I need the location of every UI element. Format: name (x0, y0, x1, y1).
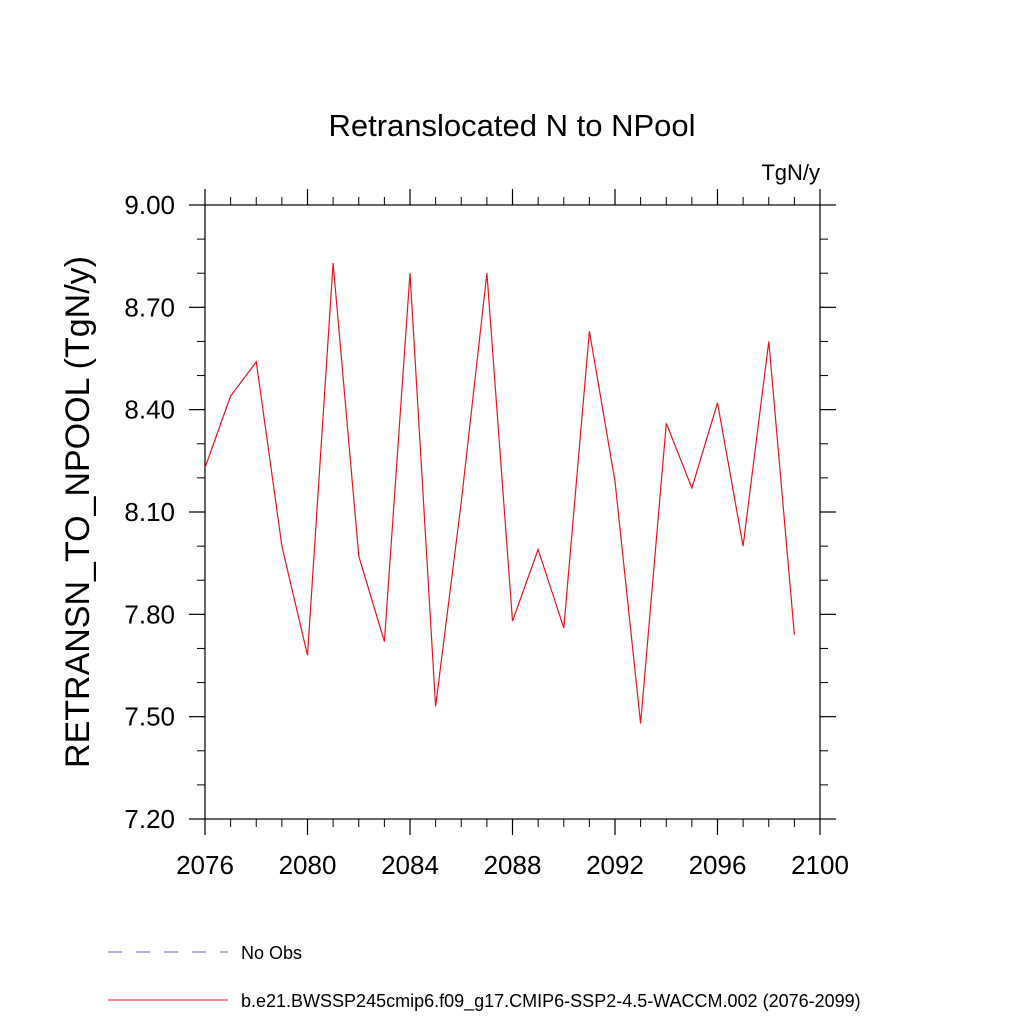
x-tick-label: 2092 (586, 850, 644, 880)
y-tick-label: 8.70 (124, 292, 175, 322)
y-tick-label: 8.40 (124, 395, 175, 425)
x-tick-label: 2096 (689, 850, 747, 880)
series-line (204, 262, 795, 724)
y-axis-label: RETRANSN_TO_NPOOL (TgN/y) (59, 256, 97, 768)
plot-border (204, 204, 821, 820)
x-axis: 2076 2080 2084 2088 2092 2096 2100 (176, 189, 849, 880)
legend-label: b.e21.BWSSP245cmip6.f09_g17.CMIP6-SSP2-4… (241, 991, 861, 1012)
y-tick-label: 7.20 (124, 804, 175, 834)
plot-area (204, 204, 821, 820)
y-tick-label: 7.80 (124, 599, 175, 629)
legend: No Obs b.e21.BWSSP245cmip6.f09_g17.CMIP6-… (108, 943, 861, 1012)
x-tick-label: 2076 (176, 850, 234, 880)
legend-label: No Obs (241, 943, 302, 963)
y-axis: 7.20 7.50 7.80 8.10 8.40 8.70 9.00 (124, 190, 836, 834)
x-tick-label: 2100 (791, 850, 849, 880)
y-tick-label: 8.10 (124, 497, 175, 527)
x-tick-label: 2080 (279, 850, 337, 880)
x-tick-label: 2088 (484, 850, 542, 880)
chart-title: Retranslocated N to NPool (328, 108, 695, 143)
series-layer (204, 262, 795, 724)
y-tick-label: 9.00 (124, 190, 175, 220)
x-tick-label: 2084 (381, 850, 439, 880)
y-tick-label: 7.50 (124, 702, 175, 732)
units-label: TgN/y (761, 160, 820, 185)
